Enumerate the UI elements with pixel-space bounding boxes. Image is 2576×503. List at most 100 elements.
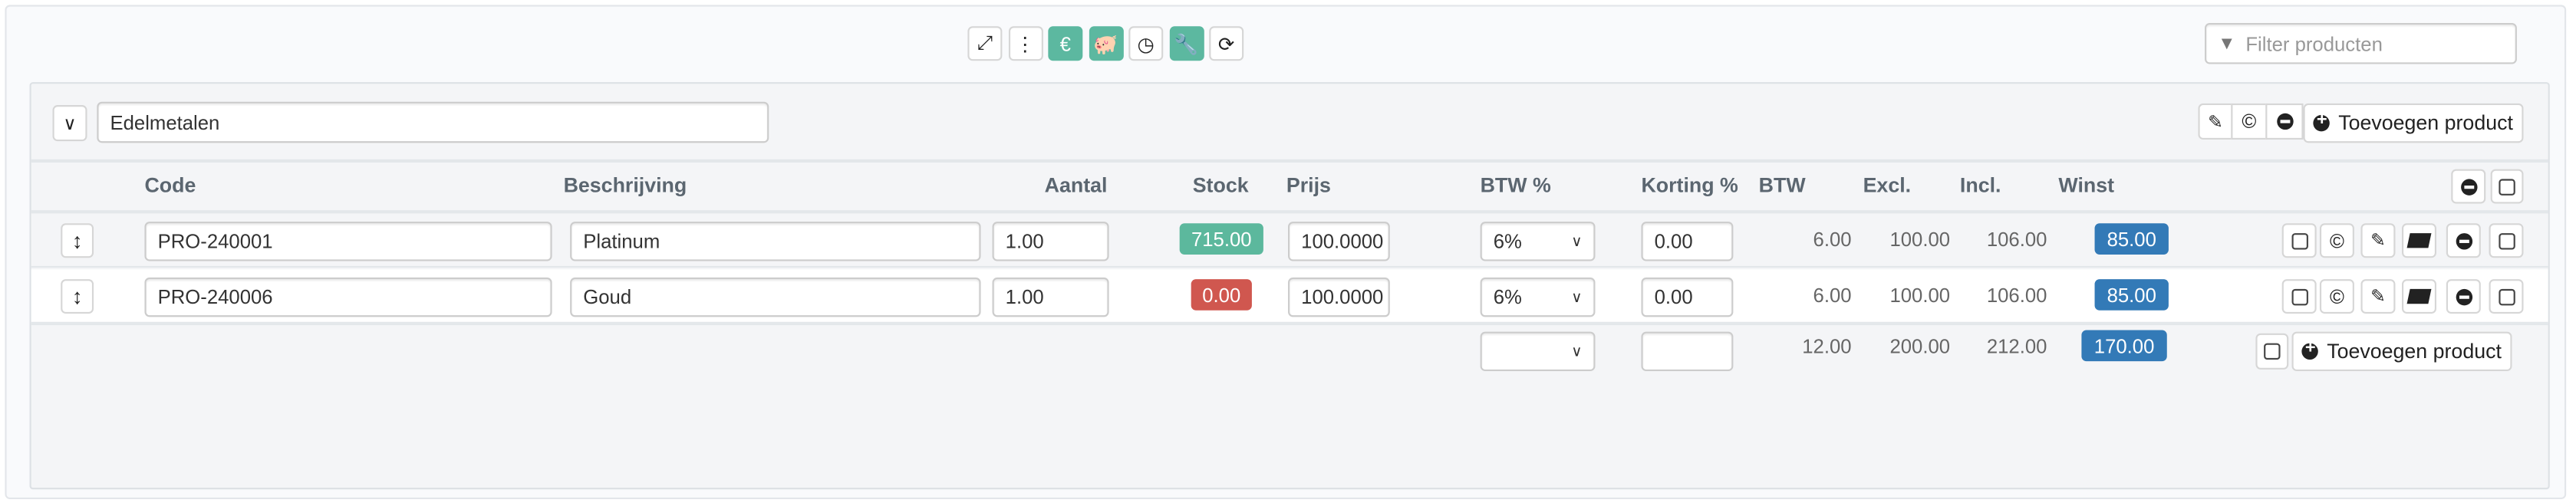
remove-row-button[interactable] (2446, 223, 2481, 258)
expand-icon: ⤢ (977, 31, 993, 54)
totals-checkbox[interactable] (2255, 333, 2289, 370)
move-row-button[interactable]: ↕ (61, 279, 94, 314)
quantity-input-value: 1.00 (1005, 229, 1044, 253)
discount-input-value: 0.00 (1654, 285, 1693, 309)
plus-circle-icon (2302, 338, 2319, 360)
folder-open-icon (2406, 288, 2432, 304)
totals-profit-badge: 170.00 (2081, 330, 2167, 362)
divider (31, 159, 2548, 163)
chevron-down-icon: ∨ (1571, 288, 1583, 305)
copy-row-button[interactable]: © (2319, 279, 2354, 314)
price-input[interactable]: 100.0000 (1288, 222, 1390, 261)
code-input-value: PRO-240001 (157, 229, 273, 253)
open-row-button[interactable] (2402, 223, 2436, 258)
code-input[interactable]: PRO-240001 (144, 222, 552, 261)
mark-row-checkbox[interactable] (2489, 223, 2524, 258)
remove-all-button[interactable] (2451, 169, 2486, 204)
toolbar-button-expand[interactable]: ⤢ (967, 26, 1003, 61)
edit-icon: ✎ (2208, 112, 2223, 133)
speedometer-icon: ◷ (1137, 31, 1155, 55)
incl-amount: 106.00 (1986, 284, 2047, 307)
checkbox-icon (2264, 343, 2281, 360)
remove-group-button[interactable] (2265, 103, 2304, 140)
add-product-button[interactable]: Toevoegen product (2303, 103, 2524, 143)
mark-row-checkbox[interactable] (2489, 279, 2524, 314)
totals-discount-input[interactable] (1641, 331, 1734, 372)
edit-row-button[interactable]: ✎ (2360, 223, 2396, 258)
copyright-icon: © (2329, 284, 2344, 308)
copy-group-button[interactable]: © (2231, 103, 2268, 140)
discount-input[interactable]: 0.00 (1641, 222, 1734, 261)
collapse-group-button[interactable]: ∨ (52, 105, 87, 142)
open-row-button[interactable] (2402, 279, 2436, 314)
code-input[interactable]: PRO-240006 (144, 277, 552, 317)
minus-circle-icon (2455, 288, 2472, 305)
filter-placeholder: Filter producten (2245, 31, 2383, 55)
vat-select[interactable]: 6% ∨ (1480, 277, 1596, 317)
discount-input[interactable]: 0.00 (1641, 277, 1734, 317)
copyright-icon: © (2329, 228, 2344, 252)
group-name-value: Edelmetalen (110, 110, 220, 134)
minus-circle-icon (2276, 113, 2293, 130)
column-header-korting: Korting % (1641, 174, 1738, 197)
edit-row-button[interactable]: ✎ (2360, 279, 2396, 314)
toolbar-button-wrench[interactable]: 🔧 (1168, 26, 1204, 61)
plus-circle-icon (2314, 110, 2331, 132)
drag-vertical-icon: ↕ (71, 228, 83, 253)
column-header-stock: Stock (1192, 174, 1249, 197)
toolbar-button-speedometer[interactable]: ◷ (1128, 26, 1164, 61)
price-input-value: 100.0000 (1301, 285, 1384, 309)
refresh-icon: ⟳ (1217, 31, 1235, 55)
copyright-icon: © (2242, 110, 2257, 133)
description-input[interactable]: Goud (570, 277, 981, 317)
description-input[interactable]: Platinum (570, 222, 981, 261)
edit-icon: ✎ (2370, 231, 2386, 252)
excl-amount: 100.00 (1889, 284, 1951, 307)
quantity-input[interactable]: 1.00 (992, 222, 1109, 261)
add-product-footer-button[interactable]: Toevoegen product (2291, 331, 2512, 372)
price-input[interactable]: 100.0000 (1288, 277, 1390, 317)
edit-group-button[interactable]: ✎ (2198, 103, 2233, 140)
select-row-checkbox[interactable] (2281, 279, 2317, 314)
quantity-input[interactable]: 1.00 (992, 277, 1109, 317)
column-header-excl: Excl. (1863, 174, 1912, 197)
group-name-input[interactable]: Edelmetalen (97, 101, 769, 143)
toolbar-button-euro[interactable]: € (1048, 26, 1083, 61)
excl-amount: 100.00 (1889, 228, 1951, 252)
discount-input-value: 0.00 (1654, 229, 1693, 253)
totals-vat-select[interactable]: ∨ (1480, 331, 1596, 372)
filter-products-input[interactable]: ▼ Filter producten (2205, 22, 2517, 64)
add-product-label: Toevoegen product (2338, 111, 2513, 135)
column-header-code: Code (144, 174, 196, 197)
description-input-value: Goud (583, 285, 632, 309)
piggy-bank-icon: 🐖 (1093, 31, 1118, 55)
select-all-checkbox[interactable] (2490, 169, 2524, 204)
toolbar-button-piggy-bank[interactable]: 🐖 (1088, 26, 1123, 61)
add-product-label: Toevoegen product (2327, 340, 2502, 363)
toolbar-button-vertical-dots[interactable]: ⋮ (1007, 26, 1043, 61)
checkbox-icon (2291, 288, 2308, 305)
move-row-button[interactable]: ↕ (61, 223, 94, 258)
vat-select[interactable]: 6% ∨ (1480, 222, 1596, 261)
totals-incl: 212.00 (1986, 334, 2047, 358)
incl-amount: 106.00 (1986, 228, 2047, 252)
description-input-value: Platinum (583, 229, 660, 253)
copy-row-button[interactable]: © (2319, 223, 2354, 258)
minus-circle-icon (2460, 178, 2477, 195)
stock-badge: 715.00 (1179, 223, 1263, 255)
vat-amount: 6.00 (1813, 228, 1852, 252)
checkbox-icon (2499, 178, 2515, 195)
column-header-aantal: Aantal (1044, 174, 1108, 197)
toolbar-button-refresh[interactable]: ⟳ (1209, 26, 1244, 61)
divider (31, 323, 2548, 326)
column-header-prijs: Prijs (1286, 174, 1331, 197)
column-header-btw: BTW % (1480, 174, 1551, 197)
edit-icon: ✎ (2370, 287, 2386, 307)
remove-row-button[interactable] (2446, 279, 2481, 314)
column-header-incl: Incl. (1959, 174, 2001, 197)
vertical-dots-icon: ⋮ (1015, 31, 1036, 55)
select-row-checkbox[interactable] (2281, 223, 2317, 258)
chevron-down-icon: ∨ (1571, 342, 1583, 359)
wrench-icon: 🔧 (1174, 31, 1199, 55)
stock-badge: 0.00 (1191, 279, 1252, 311)
